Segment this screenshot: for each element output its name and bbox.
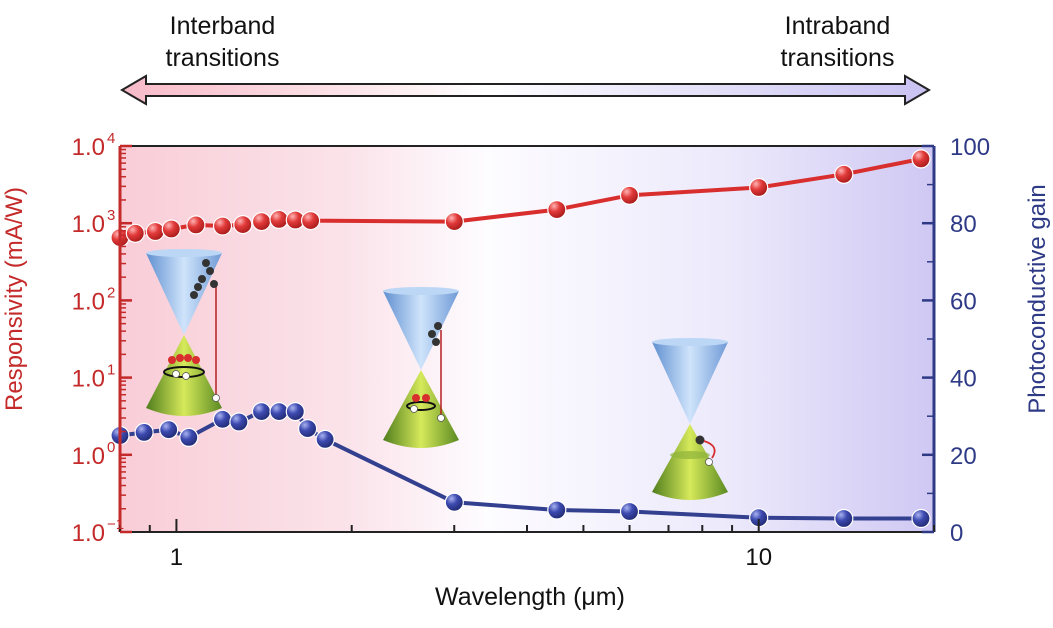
- left-y-axis-label: Responsivity (mA/W): [1, 186, 28, 412]
- responsivity-point: [186, 215, 206, 235]
- plot-background: [120, 146, 934, 532]
- responsivity-point: [444, 212, 464, 232]
- left-tick-label: 1.0: [72, 443, 105, 470]
- responsivity-series: [110, 149, 931, 248]
- left-tick-label: 1.0: [72, 288, 105, 315]
- intraband-label: Intraband transitions: [765, 10, 910, 74]
- responsivity-point: [911, 149, 931, 169]
- gain-point: [298, 419, 318, 439]
- gain-point: [444, 492, 464, 512]
- left-tick-exponent: 4: [107, 130, 115, 147]
- right-tick-label: 80: [950, 211, 977, 238]
- interband-label-line2: transitions: [165, 44, 280, 72]
- left-tick-label: 1.0: [72, 520, 105, 547]
- left-tick-exponent: 2: [107, 284, 115, 301]
- right-tick-label: 0: [950, 520, 963, 547]
- right-tick-label: 40: [950, 366, 977, 393]
- gain-point: [134, 422, 154, 442]
- gain-point: [547, 500, 567, 520]
- right-tick-label: 100: [950, 134, 990, 161]
- gain-point: [619, 501, 640, 522]
- responsivity-point: [619, 185, 640, 205]
- x-tick-label: 1: [170, 544, 183, 571]
- x-tick-label: 10: [745, 544, 772, 571]
- interband-label-line1: Interband: [169, 12, 276, 40]
- right-tick-label: 20: [950, 443, 977, 470]
- right-axis-ticks: 0 20 40 60 80 100: [922, 134, 990, 547]
- responsivity-point: [834, 164, 854, 184]
- interband-label: Interband transitions: [150, 10, 295, 74]
- gain-point: [911, 508, 931, 529]
- responsivity-point: [161, 219, 181, 239]
- intraband-label-line1: Intraband: [784, 12, 891, 40]
- gain-series: [110, 402, 931, 529]
- responsivity-point: [301, 211, 321, 231]
- responsivity-point: [125, 223, 145, 243]
- band-diagram-interband: [146, 249, 222, 416]
- gain-point: [834, 508, 854, 529]
- left-tick-label: 1.0: [72, 366, 105, 393]
- responsivity-point: [269, 209, 289, 229]
- responsivity-point: [251, 212, 272, 232]
- right-y-axis-label: Photoconductive gain: [1024, 184, 1051, 414]
- gain-point: [212, 409, 233, 429]
- band-diagram-middle: [383, 287, 459, 448]
- right-tick-label: 60: [950, 288, 977, 315]
- left-tick-exponent: 1: [107, 362, 115, 379]
- responsivity-point: [233, 215, 253, 235]
- responsivity-point: [547, 200, 567, 220]
- gain-point: [285, 402, 305, 422]
- x-axis-label: Wavelength (μm): [435, 583, 625, 611]
- responsivity-point: [749, 177, 769, 198]
- gain-point: [229, 412, 249, 432]
- gain-point: [251, 402, 272, 422]
- left-axis-ticks: 1.0 −11.0 01.0 11.0 21.0 31.0 4: [72, 130, 132, 547]
- x-axis-ticks: 1 10: [119, 519, 935, 571]
- left-tick-label: 1.0: [72, 211, 105, 238]
- responsivity-point: [145, 221, 165, 242]
- left-tick-exponent: 0: [107, 439, 115, 456]
- left-tick-exponent: 3: [107, 207, 115, 224]
- transition-arrow: [120, 74, 931, 106]
- gain-point: [315, 429, 335, 449]
- left-tick-label: 1.0: [72, 134, 105, 161]
- responsivity-point: [212, 216, 233, 236]
- gain-point: [269, 402, 289, 422]
- gain-point: [159, 420, 179, 440]
- gain-point: [179, 427, 199, 447]
- left-tick-exponent: −1: [107, 516, 124, 533]
- intraband-label-line2: transitions: [780, 44, 895, 72]
- band-diagram-intraband: [652, 338, 728, 500]
